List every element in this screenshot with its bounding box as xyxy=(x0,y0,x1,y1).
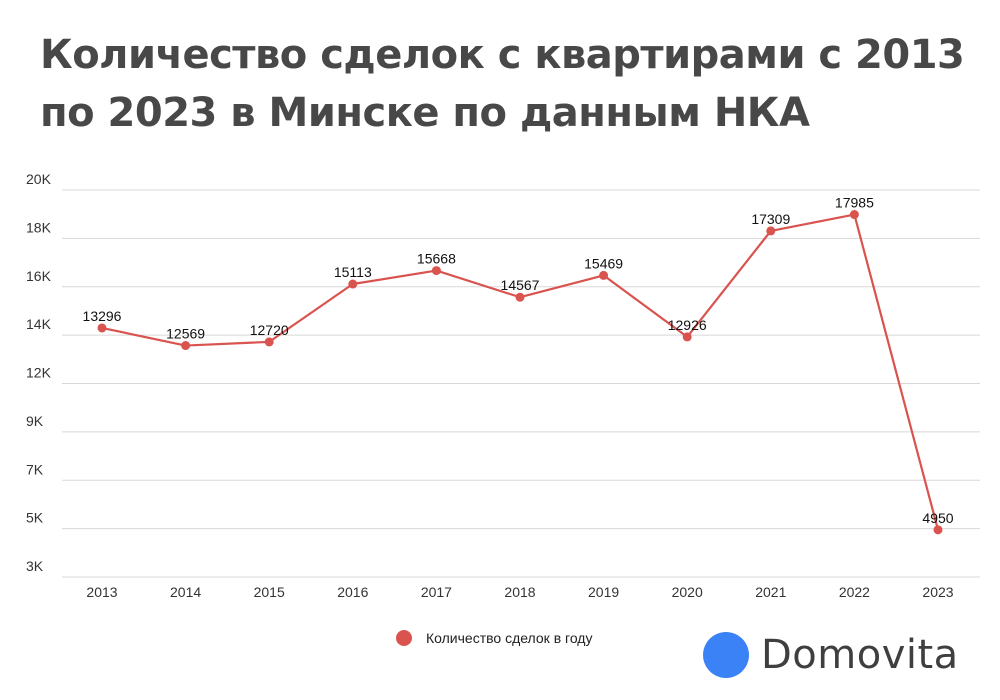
data-label: 15668 xyxy=(417,251,456,267)
data-labels: 13296 12569 12720 15113 15668 14567 15469 12926… xyxy=(83,195,954,526)
x-tick-label: 2020 xyxy=(672,584,703,600)
data-point xyxy=(181,341,191,351)
data-point xyxy=(849,210,859,220)
legend-marker xyxy=(396,630,412,646)
y-axis-ticks: 3K 5K 7K 9K 12K 14K 16K 18K 20K xyxy=(26,171,52,574)
series-line-path xyxy=(101,213,940,531)
y-tick-label: 18K xyxy=(26,219,52,235)
data-label: 12926 xyxy=(668,317,707,333)
data-label: 4950 xyxy=(922,510,953,526)
data-label: 14567 xyxy=(501,277,540,293)
data-label: 15113 xyxy=(334,264,372,280)
y-tick-label: 20K xyxy=(26,171,52,187)
x-tick-label: 2013 xyxy=(86,584,117,600)
y-tick-label: 16K xyxy=(26,268,52,284)
x-tick-label: 2022 xyxy=(839,584,870,600)
data-label: 12720 xyxy=(250,322,289,338)
data-point xyxy=(933,525,943,535)
x-tick-label: 2015 xyxy=(254,584,285,600)
x-tick-label: 2016 xyxy=(337,584,368,600)
x-axis-ticks: 2013 2014 2015 2016 2017 2018 2019 2020 2021 2022… xyxy=(86,584,953,600)
legend: Количество сделок в году xyxy=(396,630,592,646)
chart-title: Количество сделок с квартирами с 2013 по… xyxy=(40,32,965,136)
data-label: 17309 xyxy=(751,211,790,227)
data-point xyxy=(348,279,358,289)
data-point xyxy=(431,266,441,276)
data-points xyxy=(97,210,943,535)
data-point xyxy=(682,332,692,342)
brand-circle-icon xyxy=(703,632,749,678)
y-tick-label: 12K xyxy=(26,365,52,381)
x-tick-label: 2021 xyxy=(755,584,786,600)
brand-name: Domovita xyxy=(761,632,959,678)
data-label: 17985 xyxy=(835,195,874,211)
data-point xyxy=(599,270,609,280)
gridlines xyxy=(62,189,980,578)
data-point xyxy=(515,292,525,302)
brand-logo: Domovita xyxy=(703,632,959,678)
series-line xyxy=(101,213,940,531)
y-tick-label: 7K xyxy=(26,461,44,477)
x-tick-label: 2014 xyxy=(170,584,201,600)
x-tick-label: 2018 xyxy=(504,584,535,600)
x-tick-label: 2017 xyxy=(421,584,452,600)
data-label: 12569 xyxy=(166,326,205,342)
data-label: 15469 xyxy=(584,255,623,271)
legend-label: Количество сделок в году xyxy=(426,630,593,646)
data-label: 13296 xyxy=(83,308,122,324)
y-tick-label: 5K xyxy=(26,510,44,526)
x-tick-label: 2019 xyxy=(588,584,619,600)
y-tick-label: 9K xyxy=(26,413,44,429)
y-tick-label: 3K xyxy=(26,558,44,574)
x-tick-label: 2023 xyxy=(922,584,953,600)
data-point xyxy=(264,337,274,347)
y-tick-label: 14K xyxy=(26,316,52,332)
data-point xyxy=(97,323,107,333)
data-point xyxy=(766,226,776,236)
